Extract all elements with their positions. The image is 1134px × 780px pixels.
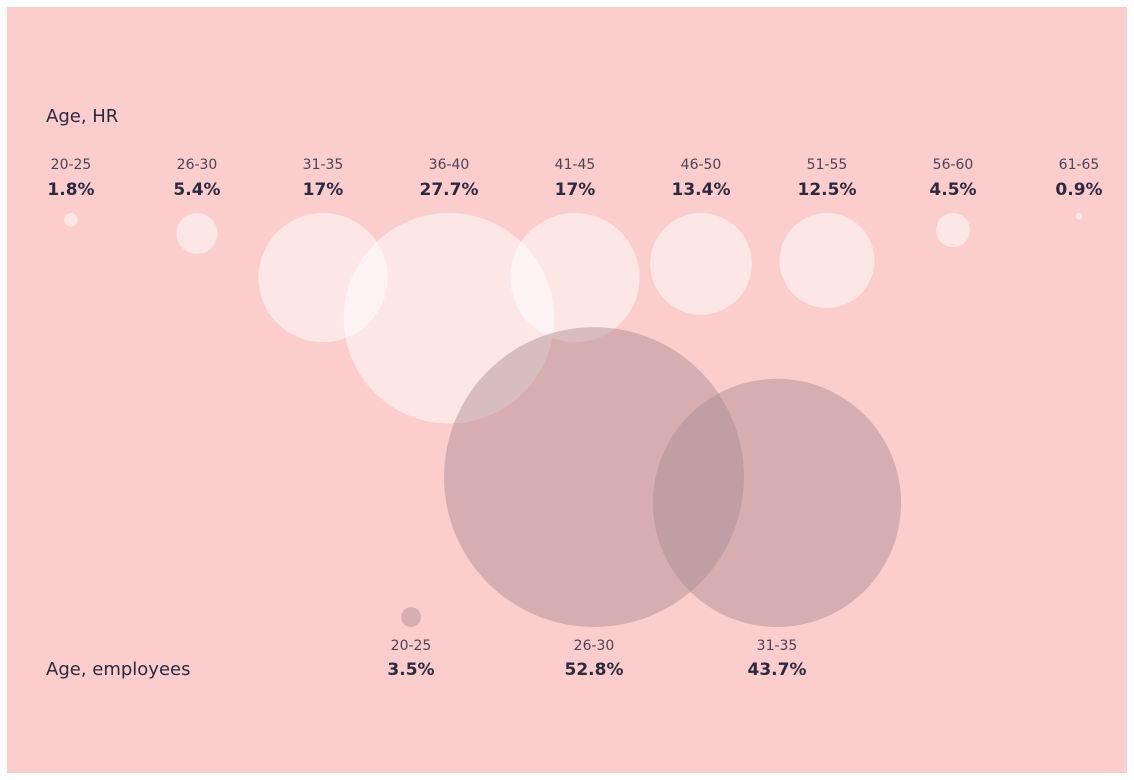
- category-label: 31-35: [303, 157, 344, 173]
- bubble: [343, 213, 555, 424]
- value-label: 0.9%: [1055, 180, 1102, 200]
- bubble: [176, 213, 218, 255]
- background: [7, 7, 1127, 773]
- value-label: 13.4%: [672, 180, 731, 200]
- employees-title: Age, employees: [46, 659, 190, 680]
- category-label: 51-55: [807, 157, 848, 173]
- bubble: [650, 213, 752, 315]
- value-label: 27.7%: [420, 180, 479, 200]
- value-label: 17%: [555, 180, 596, 200]
- value-label: 1.8%: [47, 180, 94, 200]
- hr-title: Age, HR: [46, 106, 118, 127]
- value-label: 17%: [303, 180, 344, 200]
- category-label: 41-45: [555, 157, 596, 173]
- value-label: 5.4%: [173, 180, 220, 200]
- bubble: [444, 327, 744, 627]
- bubble: [652, 378, 902, 627]
- value-label: 12.5%: [798, 180, 857, 200]
- value-label: 4.5%: [929, 180, 976, 200]
- bubble: [510, 213, 640, 343]
- value-label: 43.7%: [748, 660, 807, 680]
- category-label: 26-30: [574, 638, 615, 654]
- category-label: 26-30: [177, 157, 218, 173]
- bubble: [401, 607, 421, 627]
- bubble: [779, 213, 875, 308]
- category-label: 36-40: [429, 157, 470, 173]
- category-label: 31-35: [757, 638, 798, 654]
- bubble: [64, 213, 78, 227]
- category-label: 20-25: [51, 157, 92, 173]
- bubble: [1075, 213, 1083, 220]
- bubble: [935, 213, 971, 248]
- value-label: 52.8%: [565, 660, 624, 680]
- category-label: 61-65: [1059, 157, 1100, 173]
- category-label: 20-25: [391, 638, 432, 654]
- category-label: 46-50: [681, 157, 722, 173]
- category-label: 56-60: [933, 157, 974, 173]
- value-label: 3.5%: [387, 660, 434, 680]
